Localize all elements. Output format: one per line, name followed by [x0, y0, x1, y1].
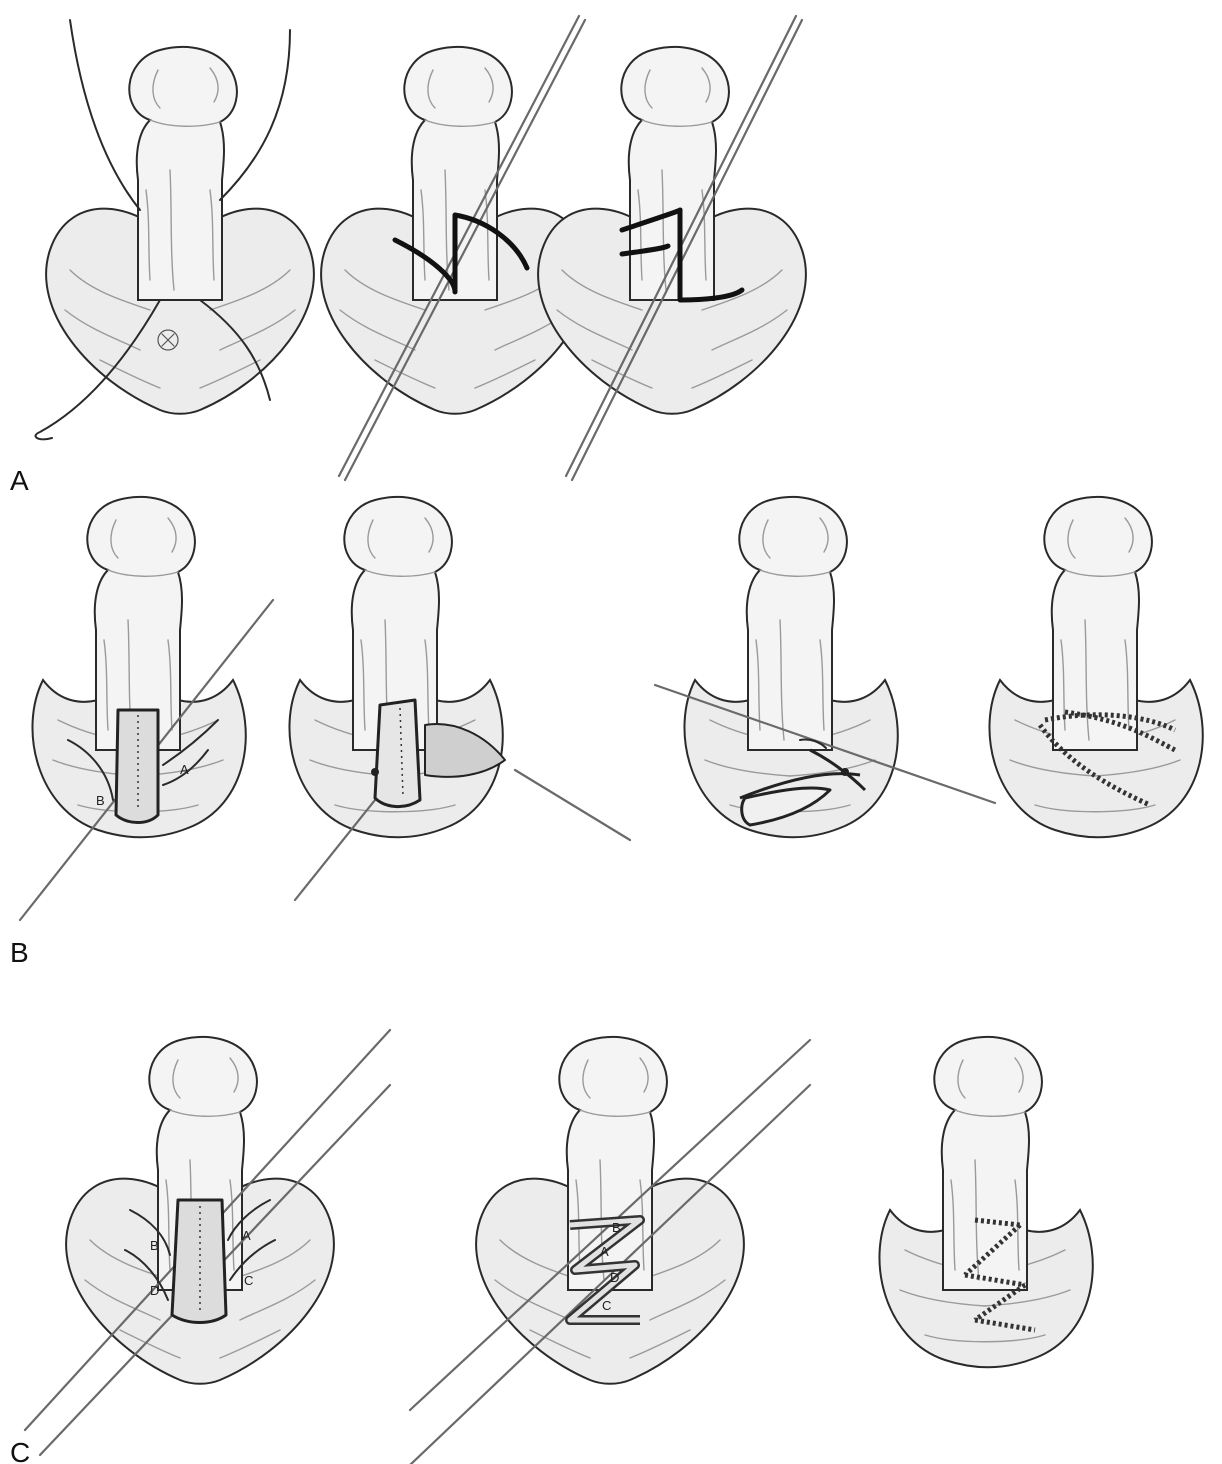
- panel-a: A: [10, 14, 807, 496]
- flap-letter: B: [96, 793, 105, 808]
- diagram-a3-z-incision: [537, 14, 807, 482]
- panel-label-a: A: [10, 465, 29, 496]
- flap-letter: B: [150, 1238, 159, 1253]
- diagram-b2-flap-transposition: [288, 495, 632, 902]
- panel-c: B A D C B A D C C: [10, 1028, 1094, 1464]
- panel-b: B A: [10, 495, 1204, 968]
- flap-letter: D: [150, 1283, 159, 1298]
- flap-letter: A: [600, 1244, 609, 1259]
- diagram-b4-sutured-result: [988, 495, 1204, 839]
- panel-label-b: B: [10, 937, 29, 968]
- diagram-b3-flap-rotation: [653, 495, 997, 839]
- diagram-c2-double-z-transposition: B A D C: [408, 1035, 812, 1464]
- diagram-b1-flap-elevation: B A: [18, 495, 275, 922]
- diagram-a1-bifid-scrotum: [34, 19, 315, 441]
- flap-letter: A: [180, 762, 189, 777]
- diagram-c3-sutured-result: [878, 1035, 1094, 1369]
- diagram-a2-z-incision: [320, 14, 590, 482]
- flap-letter: D: [610, 1270, 619, 1285]
- flap-letter: A: [242, 1228, 251, 1243]
- panel-label-c: C: [10, 1437, 30, 1464]
- diagram-c1-double-z-flaps: B A D C: [23, 1028, 392, 1457]
- flap-letter: C: [602, 1298, 611, 1313]
- flap-letter: C: [244, 1273, 253, 1288]
- flap-letter: B: [612, 1220, 621, 1235]
